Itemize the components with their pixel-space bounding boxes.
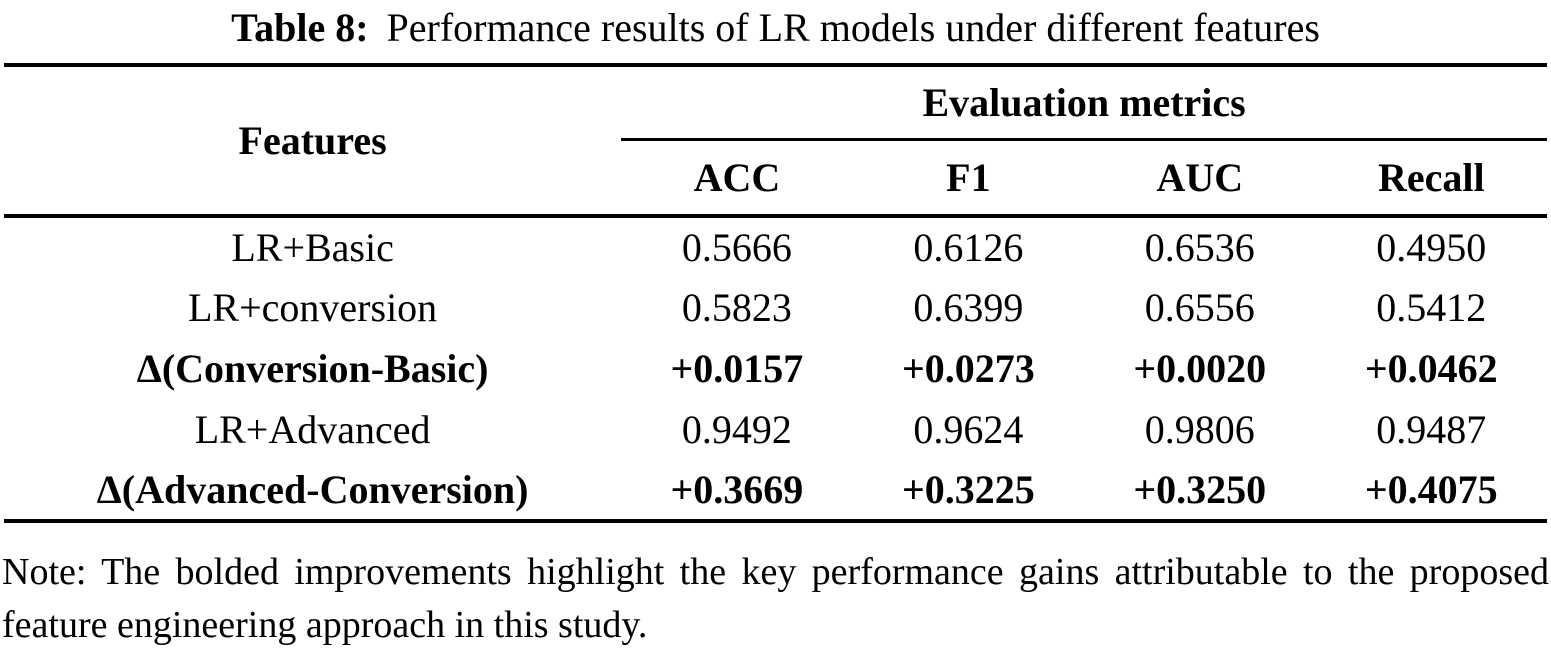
table-caption-text: Performance results of LR models under d… [386, 5, 1320, 50]
metric-header-acc: ACC [621, 139, 853, 218]
table-row: LR+Advanced 0.9492 0.9624 0.9806 0.9487 [4, 399, 1547, 460]
table-caption-number: Table 8: [231, 5, 369, 50]
metric-value: +0.4075 [1364, 467, 1498, 512]
evaluation-metrics-group-header: Evaluation metrics [621, 65, 1547, 141]
row-label: Δ(Conversion-Basic) [136, 346, 489, 391]
results-table-header: Features Evaluation metrics ACC F1 AUC R… [4, 65, 1547, 218]
metric-header-recall: Recall [1315, 139, 1547, 218]
row-label: Δ(Advanced-Conversion) [96, 467, 529, 512]
metric-value: 0.9487 [1376, 407, 1487, 452]
metric-header-auc: AUC [1084, 139, 1316, 218]
metric-value: 0.9624 [913, 407, 1024, 452]
row-label: LR+Basic [231, 225, 394, 270]
metric-value: +0.3669 [670, 467, 804, 512]
metric-value: 0.9806 [1144, 407, 1255, 452]
table-row: LR+conversion 0.5823 0.6399 0.6556 0.541… [4, 277, 1547, 338]
metric-value: 0.6126 [913, 225, 1024, 270]
metric-value: +0.0157 [670, 346, 804, 391]
table-row: LR+Basic 0.5666 0.6126 0.6536 0.4950 [4, 216, 1547, 277]
table-row-delta: Δ(Conversion-Basic) +0.0157 +0.0273 +0.0… [4, 338, 1547, 399]
features-column-header: Features [4, 65, 622, 218]
metric-header-f1: F1 [852, 139, 1085, 218]
row-label: LR+conversion [188, 285, 438, 330]
metric-value: 0.6399 [913, 285, 1024, 330]
metric-value: 0.5666 [681, 225, 792, 270]
metric-value: 0.5412 [1376, 285, 1487, 330]
row-label: LR+Advanced [194, 407, 431, 452]
metric-value: 0.4950 [1376, 225, 1487, 270]
table-row-delta: Δ(Advanced-Conversion) +0.3669 +0.3225 +… [4, 460, 1547, 521]
metric-value: +0.0462 [1364, 346, 1498, 391]
results-table: Features Evaluation metrics ACC F1 AUC R… [4, 63, 1547, 523]
table-note: Note: The bolded improvements highlight … [2, 551, 1549, 646]
header-row-group: Features Evaluation metrics [4, 65, 1547, 218]
results-table-body: LR+Basic 0.5666 0.6126 0.6536 0.4950 LR+… [4, 216, 1547, 521]
table-caption: Table 8: Performance results of LR models… [0, 2, 1551, 54]
header-row-metrics: ACC F1 AUC Recall [4, 139, 1547, 218]
metric-value: 0.5823 [681, 285, 792, 330]
metric-value: 0.6536 [1144, 225, 1255, 270]
metric-value: 0.6556 [1144, 285, 1255, 330]
metric-value: +0.3225 [901, 467, 1035, 512]
metric-value: +0.0273 [901, 346, 1035, 391]
metric-value: +0.0020 [1133, 346, 1267, 391]
metric-value: 0.9492 [681, 407, 792, 452]
metric-value: +0.3250 [1133, 467, 1267, 512]
